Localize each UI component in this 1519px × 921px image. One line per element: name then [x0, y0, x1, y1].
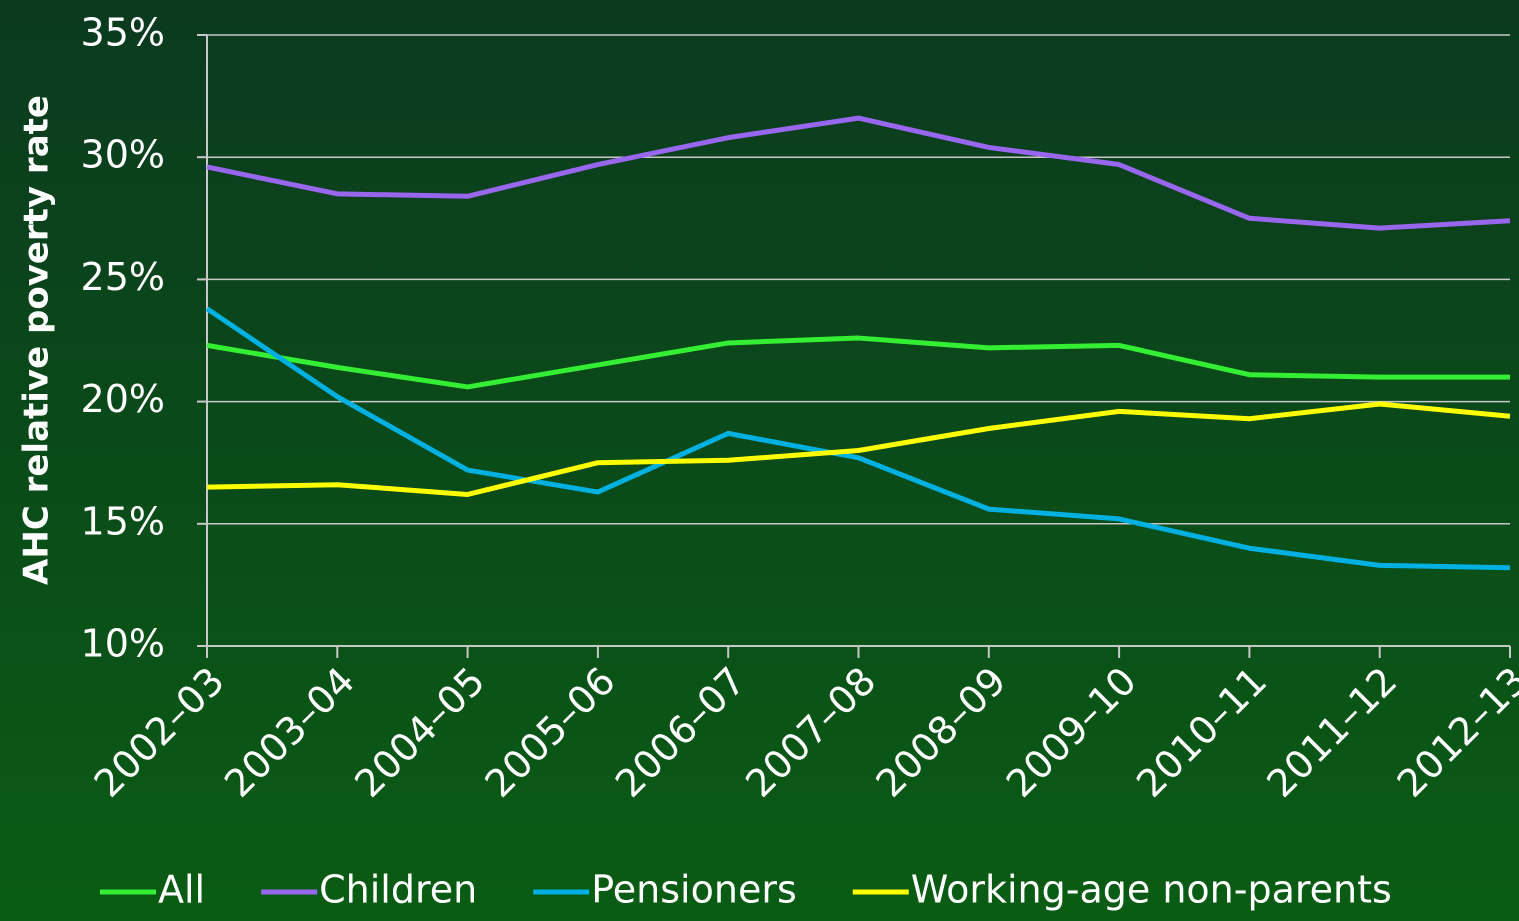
legend-label: Working-age non-parents	[911, 868, 1392, 912]
series-line	[206, 401, 1511, 497]
legend-label: All	[158, 868, 205, 912]
legend-label: Children	[319, 868, 477, 912]
y-tick-label: 30%	[81, 133, 165, 177]
series-line	[205, 306, 1511, 571]
y-tick-label: 35%	[81, 11, 165, 55]
legend-label: Pensioners	[591, 868, 797, 912]
y-tick-label: 15%	[81, 499, 165, 543]
series-line	[206, 115, 1511, 231]
series-line	[206, 335, 1510, 390]
y-tick-label: 20%	[81, 377, 165, 421]
y-tick-label: 10%	[81, 622, 165, 666]
y-tick-label: 25%	[81, 255, 165, 299]
y-axis-label: AHC relative poverty rate	[17, 95, 57, 585]
